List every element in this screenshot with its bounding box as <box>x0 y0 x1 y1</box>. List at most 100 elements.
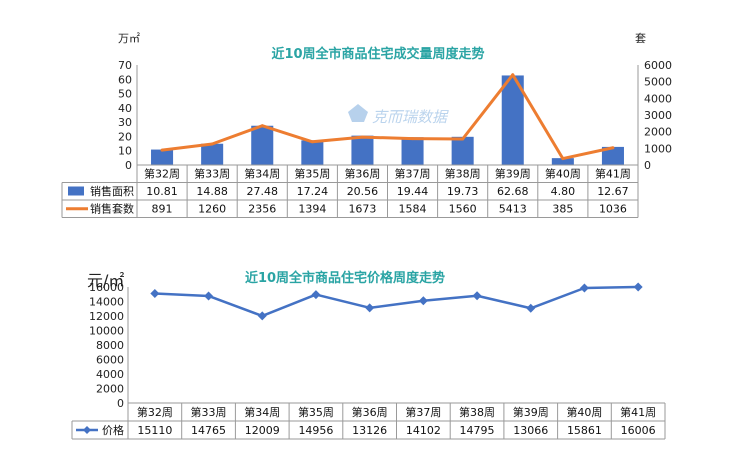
right-axis-tick: 4000 <box>644 92 672 105</box>
price-point <box>150 288 160 298</box>
units-point <box>360 135 364 139</box>
units-point <box>310 140 314 144</box>
volume-chart: 近10周全市商品住宅成交量周度走势 万㎡ 套 克而瑞数据 01020304050… <box>61 32 672 218</box>
price-value-label: 13066 <box>513 424 548 437</box>
area-bar <box>401 137 424 165</box>
price-chart-title: 近10周全市商品住宅价格周度走势 <box>245 270 445 286</box>
price-point <box>418 296 428 306</box>
area-bar <box>351 135 374 165</box>
price-value-label: 14956 <box>298 424 333 437</box>
price-value-label: 12009 <box>245 424 280 437</box>
area-bar <box>251 125 274 165</box>
left-axis-tick: 10 <box>118 145 132 158</box>
area-bar <box>151 149 174 165</box>
right-axis-unit: 套 <box>635 32 646 45</box>
price-point <box>257 311 267 321</box>
units-point <box>511 73 515 77</box>
units-value-label: 1560 <box>449 203 477 216</box>
area-value-label: 27.48 <box>247 185 279 198</box>
price-legend-label: 价格 <box>102 423 124 437</box>
price-axis-tick: 12000 <box>89 310 124 323</box>
area-bar <box>301 140 324 165</box>
units-value-label: 2356 <box>248 203 276 216</box>
area-value-label: 4.80 <box>551 185 576 198</box>
watermark-text: 克而瑞数据 <box>372 108 449 126</box>
price-axis-tick: 8000 <box>96 339 124 352</box>
price-value-label: 13126 <box>352 424 387 437</box>
left-axis-unit: 万㎡ <box>118 32 140 45</box>
price-axis-tick: 16000 <box>89 281 124 294</box>
right-axis-tick: 5000 <box>644 76 672 89</box>
right-axis-tick: 1000 <box>644 142 672 155</box>
category-label: 第41周 <box>620 405 656 419</box>
area-value-label: 14.88 <box>196 185 228 198</box>
price-point <box>204 291 214 301</box>
units-value-label: 1584 <box>399 203 427 216</box>
units-value-label: 5413 <box>499 203 527 216</box>
price-line <box>154 285 639 318</box>
right-axis-tick: 0 <box>644 159 651 172</box>
units-value-label: 1673 <box>348 203 376 216</box>
left-axis-tick: 40 <box>118 102 132 115</box>
area-value-label: 19.44 <box>397 185 429 198</box>
units-value-label: 1260 <box>198 203 226 216</box>
category-label: 第37周 <box>405 405 441 419</box>
price-axis-tick: 14000 <box>89 296 124 309</box>
area-legend-label: 销售面积 <box>90 184 134 198</box>
price-value-label: 14795 <box>460 424 495 437</box>
price-point <box>472 291 482 301</box>
category-label: 第37周 <box>395 167 431 181</box>
category-label: 第33周 <box>194 167 230 181</box>
price-legend-marker <box>83 426 91 434</box>
price-axis-tick: 4000 <box>96 368 124 381</box>
price-value-label: 15110 <box>137 424 172 437</box>
category-label: 第35周 <box>298 405 334 419</box>
price-axis-tick: 0 <box>117 397 124 410</box>
left-axis-tick: 20 <box>118 130 132 143</box>
area-value-label: 10.81 <box>146 185 178 198</box>
area-bar <box>201 143 224 165</box>
area-value-label: 12.67 <box>597 185 629 198</box>
area-value-label: 19.73 <box>447 185 479 198</box>
units-line <box>161 73 614 161</box>
category-label: 第38周 <box>445 167 481 181</box>
watermark-logo-mark <box>348 104 368 122</box>
units-value-label: 1394 <box>298 203 326 216</box>
units-point <box>411 137 415 141</box>
units-value-label: 891 <box>152 203 173 216</box>
units-point <box>461 137 465 141</box>
category-label: 第34周 <box>244 405 280 419</box>
category-label: 第39周 <box>513 405 549 419</box>
area-legend-key <box>68 186 84 196</box>
right-axis-tick: 3000 <box>644 109 672 122</box>
category-label: 第39周 <box>495 167 531 181</box>
category-label: 第40周 <box>566 405 602 419</box>
left-axis-tick: 50 <box>118 88 132 101</box>
price-axis-tick: 10000 <box>89 325 124 338</box>
price-axis-tick: 2000 <box>96 383 124 396</box>
category-label: 第38周 <box>459 405 495 419</box>
price-axis-tick: 6000 <box>96 354 124 367</box>
left-axis-tick: 70 <box>118 59 132 72</box>
volume-chart-title: 近10周全市商品住宅成交量周度走势 <box>271 46 484 62</box>
units-point <box>611 146 615 150</box>
price-point <box>365 303 375 313</box>
area-bar <box>601 146 624 165</box>
category-label: 第32周 <box>137 405 173 419</box>
price-point <box>633 282 643 292</box>
price-value-label: 14102 <box>406 424 441 437</box>
right-axis-tick: 2000 <box>644 126 672 139</box>
units-value-label: 1036 <box>599 203 627 216</box>
left-axis-tick: 0 <box>125 159 132 172</box>
units-legend-label: 销售套数 <box>90 202 134 216</box>
price-point <box>526 303 536 313</box>
units-point <box>210 142 214 146</box>
category-label: 第35周 <box>294 167 330 181</box>
area-bar <box>451 136 474 165</box>
area-value-label: 20.56 <box>347 185 379 198</box>
area-bar <box>501 75 524 165</box>
category-label: 第40周 <box>545 167 581 181</box>
price-axis-unit: 元/㎡ <box>87 271 124 290</box>
